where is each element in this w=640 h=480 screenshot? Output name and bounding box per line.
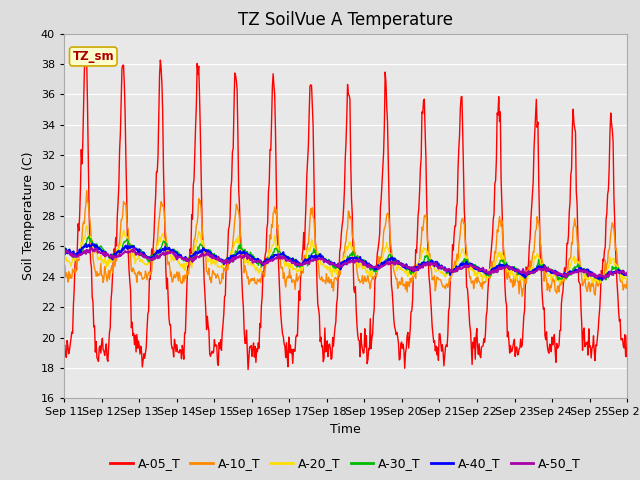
Legend: A-05_T, A-10_T, A-20_T, A-30_T, A-40_T, A-50_T: A-05_T, A-10_T, A-20_T, A-30_T, A-40_T, … — [105, 452, 586, 475]
Y-axis label: Soil Temperature (C): Soil Temperature (C) — [22, 152, 35, 280]
X-axis label: Time: Time — [330, 423, 361, 436]
Text: TZ_sm: TZ_sm — [72, 50, 114, 63]
Title: TZ SoilVue A Temperature: TZ SoilVue A Temperature — [238, 11, 453, 29]
